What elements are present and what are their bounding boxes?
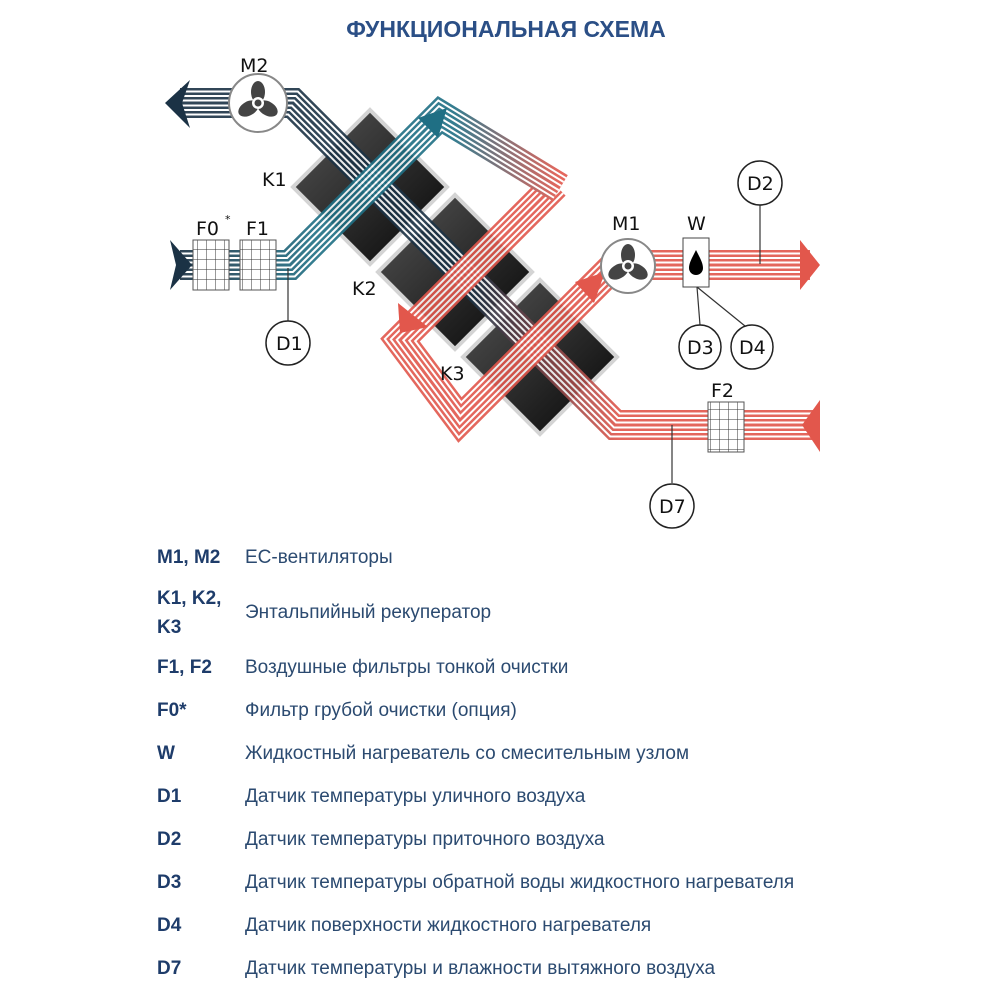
supply-flow-arrow-icon-3 [575,272,605,303]
legend-row: W Жидкостный нагреватель со смесительным … [157,732,957,775]
sensor-d7 [649,483,695,529]
legend-desc: Датчик температуры приточного воздуха [245,828,605,850]
legend-desc: Фильтр грубой очистки (опция) [245,699,517,721]
label-d7: D7 [659,496,686,518]
exhaust-in-arrow-icon [802,400,820,452]
label-w: W [687,213,706,235]
filter-f1 [239,239,277,291]
legend-row: D7 Датчик температуры и влажности вытяжно… [157,947,957,990]
legend-term: W [157,743,175,764]
label-d3: D3 [687,337,714,359]
page-title: ФУНКЦИОНАЛЬНАЯ СХЕМА [346,16,666,42]
legend-term: K1, K2, K3 [157,587,222,638]
label-f1: F1 [246,218,269,240]
legend-term: F1, F2 [157,657,212,678]
legend-desc: Датчик температуры обратной воды жидкост… [245,871,795,893]
legend-desc: Энтальпийный рекуператор [245,601,492,623]
label-k3: K3 [440,363,465,385]
fan-m1 [600,238,656,294]
supply-flow-arrow-icon [418,108,447,138]
legend-desc: Датчик температуры уличного воздуха [245,785,586,807]
legend-row: M1, M2 ЕС-вентиляторы [157,536,957,579]
supply-out-arrow-icon [800,240,820,290]
fan-m2 [228,73,288,133]
label-k2: K2 [352,278,377,300]
label-d1: D1 [276,333,303,355]
legend-row: D2 Датчик температуры приточного воздуха [157,818,957,861]
filter-f2 [707,401,745,453]
functional-diagram: M2 M1 K1 K2 K3 F0 * F1 F2 W D1 D2 D3 D4 … [165,55,820,529]
label-m1: M1 [612,213,640,235]
sensor-d3 [678,324,722,370]
label-f0-star: * [225,213,231,226]
label-f0: F0 [196,218,219,240]
legend-term: D3 [157,872,182,893]
label-d4: D4 [739,337,766,359]
supply-air-path [180,96,810,443]
legend-term: D2 [157,829,182,850]
legend-term: D1 [157,786,182,807]
label-k1: K1 [262,169,287,191]
supply-in-arrow-icon [170,240,192,290]
legend: M1, M2 ЕС-вентиляторы K1, K2, K3 Энтальпий… [157,536,957,990]
filter-f0 [192,239,230,291]
sensor-d2 [737,160,783,206]
sensor-d1 [265,320,311,366]
sensor-d4 [730,324,774,370]
legend-desc: Датчик поверхности жидкостного нагревате… [245,914,652,936]
legend-term: D7 [157,958,182,979]
label-d2: D2 [747,173,774,195]
legend-desc: ЕС-вентиляторы [245,546,393,568]
legend-row: F0* Фильтр грубой очистки (опция) [157,689,957,732]
legend-term: M1, M2 [157,547,221,568]
sensor-leaders [287,205,761,483]
legend-row: D3 Датчик температуры обратной воды жидко… [157,861,957,904]
label-m2: M2 [240,55,268,77]
exhaust-out-arrow-icon [165,80,190,128]
legend-row: D4 Датчик поверхности жидкостного нагрева… [157,904,957,947]
legend-term: D4 [157,915,182,936]
legend-row: K1, K2, K3 Энтальпийный рекуператор [157,579,957,646]
legend-desc: Воздушные фильтры тонкой очистки [245,656,569,678]
legend-desc: Жидкостный нагреватель со смесительным у… [245,742,690,764]
legend-desc: Датчик температуры и влажности вытяжного… [245,957,716,979]
legend-row: F1, F2 Воздушные фильтры тонкой очистки [157,646,957,689]
legend-row: D1 Датчик температуры уличного воздуха [157,775,957,818]
legend-term: F0* [157,700,187,721]
label-f2: F2 [711,380,734,402]
water-heater-w [682,237,710,288]
water-drop-icon [689,250,703,275]
supply-flow-arrow-icon-2 [398,303,428,333]
